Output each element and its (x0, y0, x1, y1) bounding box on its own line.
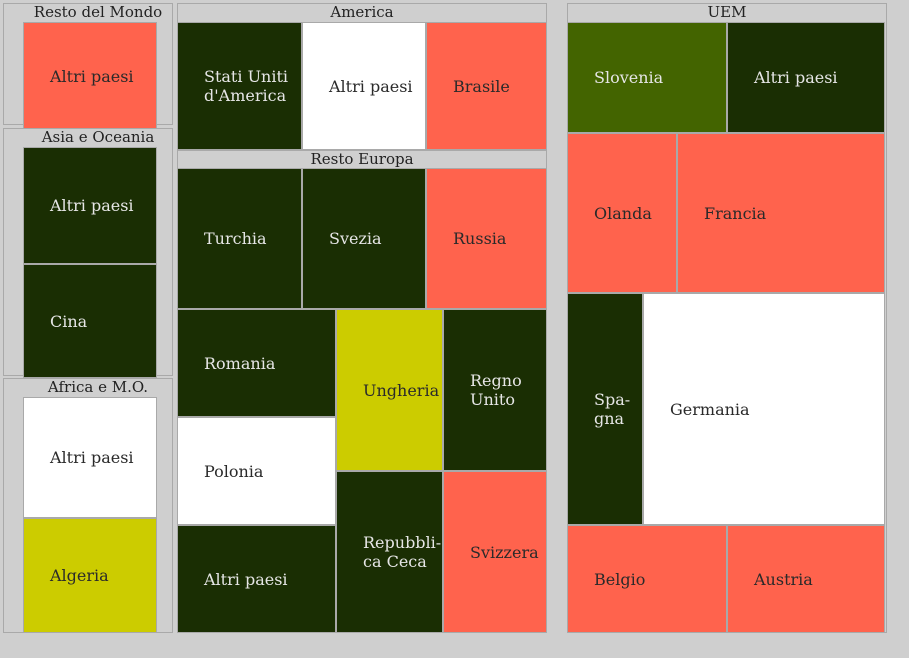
tile-uem-altri-paesi: Altri paesi (727, 22, 885, 133)
group-label-resto-del-mondo: Resto del Mondo (33, 3, 163, 21)
tile-uem-francia: Francia (677, 133, 885, 293)
tile-label: Belgio (594, 569, 646, 589)
tile-uem-slovenia: Slovenia (567, 22, 727, 133)
tile-label: Regno Unito (470, 371, 522, 409)
tile-label: Brasile (453, 76, 510, 96)
tile-asia-e-oceania-altri-paesi: Altri paesi (23, 147, 157, 264)
tile-resto-europa-svezia: Svezia (302, 168, 426, 309)
group-label-america: America (330, 3, 394, 21)
tile-label: Russia (453, 229, 507, 248)
tile-label: Altri paesi (204, 569, 288, 589)
tile-label: Algeria (50, 566, 109, 585)
tile-uem-austria: Austria (727, 525, 885, 633)
tile-resto-europa-altri-paesi: Altri paesi (177, 525, 336, 633)
tile-label: Altri paesi (50, 448, 134, 467)
tile-resto-europa-romania: Romania (177, 309, 336, 417)
group-label-uem: UEM (707, 3, 747, 21)
tile-label: Turchia (204, 229, 267, 248)
tile-label: Romania (204, 353, 276, 373)
tile-label: Austria (754, 569, 813, 589)
group-label-resto-europa: Resto Europa (310, 150, 414, 168)
tile-label: Stati Uniti d'America (204, 67, 289, 105)
tile-resto-europa-polonia: Polonia (177, 417, 336, 525)
tile-africa-e-m-o-altri-paesi: Altri paesi (23, 397, 157, 518)
tile-label: Slovenia (594, 68, 664, 87)
tile-label: Svezia (329, 229, 382, 248)
tile-label: Altri paesi (329, 76, 413, 96)
tile-label: Altri paesi (754, 68, 838, 87)
tile-resto-europa-ungheria: Ungheria (336, 309, 443, 471)
tile-africa-e-m-o-algeria: Algeria (23, 518, 157, 633)
tile-label: Olanda (594, 203, 652, 223)
tile-resto-europa-turchia: Turchia (177, 168, 302, 309)
tile-uem-spagna: Spa-gna (567, 293, 643, 525)
tile-america-altri-paesi: Altri paesi (302, 22, 426, 150)
tile-asia-e-oceania-cina: Cina (23, 264, 157, 378)
tile-america-brasile: Brasile (426, 22, 547, 150)
tile-resto-europa-regno-unito: Regno Unito (443, 309, 547, 471)
tile-label: Germania (670, 399, 750, 419)
group-label-africa-e-m-o: Africa e M.O. (47, 378, 149, 396)
tile-uem-belgio: Belgio (567, 525, 727, 633)
tile-uem-germania: Germania (643, 293, 885, 525)
group-label-asia-e-oceania: Asia e Oceania (41, 128, 155, 146)
tile-label: Ungheria (363, 380, 440, 400)
tile-america-stati-uniti-d-america: Stati Uniti d'America (177, 22, 302, 150)
tile-uem-olanda: Olanda (567, 133, 677, 293)
tile-resto-europa-repubblica-ceca: Repubbli-ca Ceca (336, 471, 443, 633)
tile-label: Altri paesi (50, 66, 134, 86)
tile-label: Cina (50, 311, 88, 331)
tile-label: Spa-gna (594, 390, 631, 428)
tile-resto-europa-svizzera: Svizzera (443, 471, 547, 633)
tile-label: Repubbli-ca Ceca (363, 533, 442, 571)
tile-label: Polonia (204, 461, 264, 481)
tile-label: Altri paesi (50, 196, 134, 215)
tile-label: Francia (704, 203, 767, 223)
tile-resto-del-mondo-altri-paesi: Altri paesi (23, 22, 157, 130)
tile-label: Svizzera (470, 542, 539, 562)
tile-resto-europa-russia: Russia (426, 168, 547, 309)
